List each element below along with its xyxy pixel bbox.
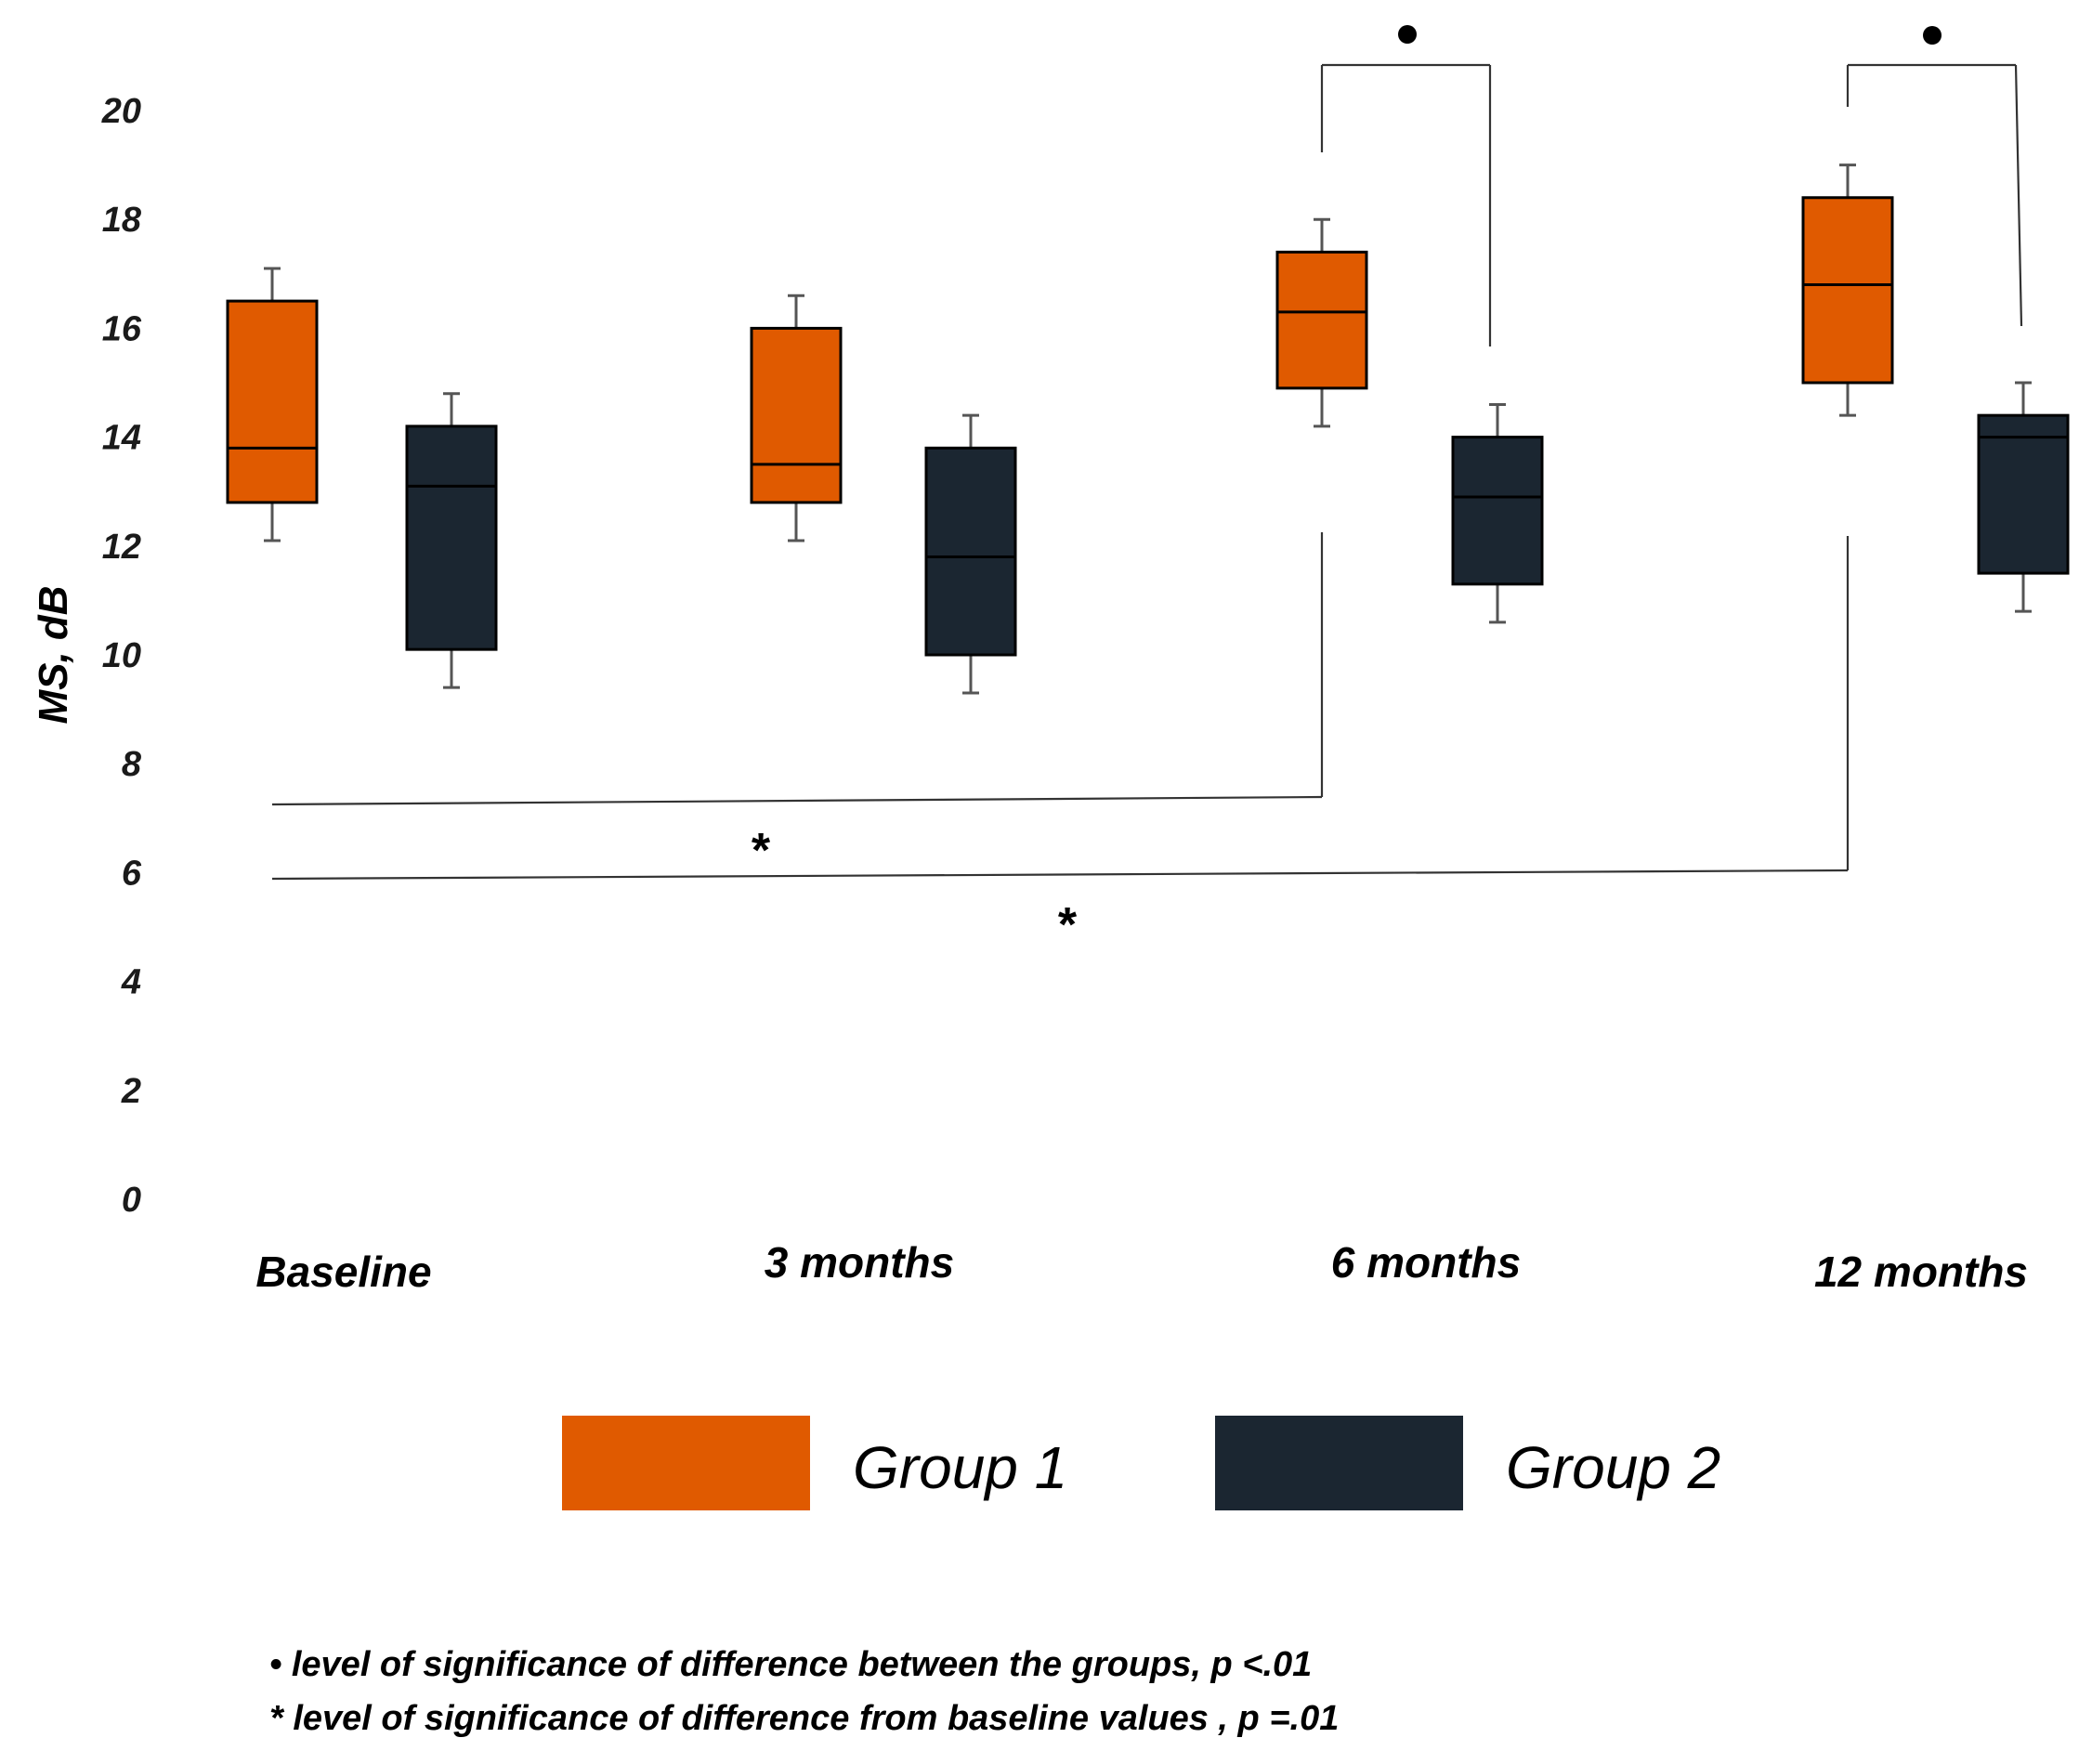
y-tick-label: 0: [122, 1181, 141, 1220]
bracket-baseline-6m-horizontal: [271, 795, 1323, 806]
box-group-1: [1801, 163, 1894, 417]
box-group-1: [226, 267, 319, 542]
footnote: * level of significance of difference fr…: [269, 1699, 1339, 1738]
between-groups-marker: [1923, 26, 1942, 45]
y-tick-label: 18: [102, 201, 142, 240]
y-axis-label: MS, dB: [31, 585, 76, 724]
y-tick-label: 16: [102, 309, 142, 348]
x-category-label: 6 months: [1331, 1238, 1521, 1287]
footnote: • level of significance of difference be…: [269, 1645, 1312, 1684]
x-axis-categories: Baseline 3 months 6 months 12 months: [255, 1238, 2028, 1296]
box-group-1: [1275, 217, 1368, 428]
box-group-2: [1451, 402, 1544, 624]
box-group-2: [924, 413, 1017, 695]
box-group-1: [750, 294, 843, 542]
box-iqr: [226, 299, 319, 504]
legend-swatch: [562, 1416, 810, 1510]
boxplots: [226, 163, 2070, 695]
y-tick-label: 10: [102, 636, 141, 675]
legend-label: Group 2: [1506, 1434, 1720, 1501]
y-tick-label: 4: [121, 963, 141, 1002]
legend-label: Group 1: [853, 1434, 1067, 1501]
y-tick-label: 6: [122, 854, 142, 893]
box-group-2: [405, 392, 498, 689]
x-category-label: 12 months: [1814, 1248, 2028, 1296]
legend-swatch: [1215, 1416, 1463, 1510]
box-iqr: [1451, 436, 1544, 586]
y-tick-label: 8: [122, 745, 142, 784]
box-iqr: [1801, 196, 1894, 385]
between-groups-marker: [1398, 25, 1417, 44]
bracket-baseline-12m-horizontal: [271, 869, 1849, 881]
from-baseline-marker: *: [752, 824, 771, 878]
y-tick-label: 14: [102, 419, 141, 458]
y-tick-label: 20: [101, 92, 141, 131]
box-iqr: [750, 326, 843, 504]
footnotes: • level of significance of difference be…: [269, 1645, 1339, 1738]
y-tick-label: 12: [102, 528, 141, 567]
box-iqr: [924, 446, 1017, 657]
y-tick-label: 2: [121, 1072, 141, 1111]
legend: Group 1 Group 2: [562, 1416, 1720, 1510]
box-iqr: [1275, 250, 1368, 390]
box-iqr: [1977, 413, 2070, 575]
box-iqr: [405, 425, 498, 651]
from-baseline-marker: *: [1058, 898, 1078, 952]
bracket-12m-right: [2014, 64, 2023, 327]
box-group-2: [1977, 381, 2070, 613]
x-category-label: 3 months: [765, 1238, 954, 1287]
significance-brackets: **: [271, 25, 2023, 952]
x-category-label: Baseline: [255, 1248, 431, 1296]
y-axis-ticks: 0 2 4 6 8 10 12 14 16 18 20: [101, 92, 142, 1220]
